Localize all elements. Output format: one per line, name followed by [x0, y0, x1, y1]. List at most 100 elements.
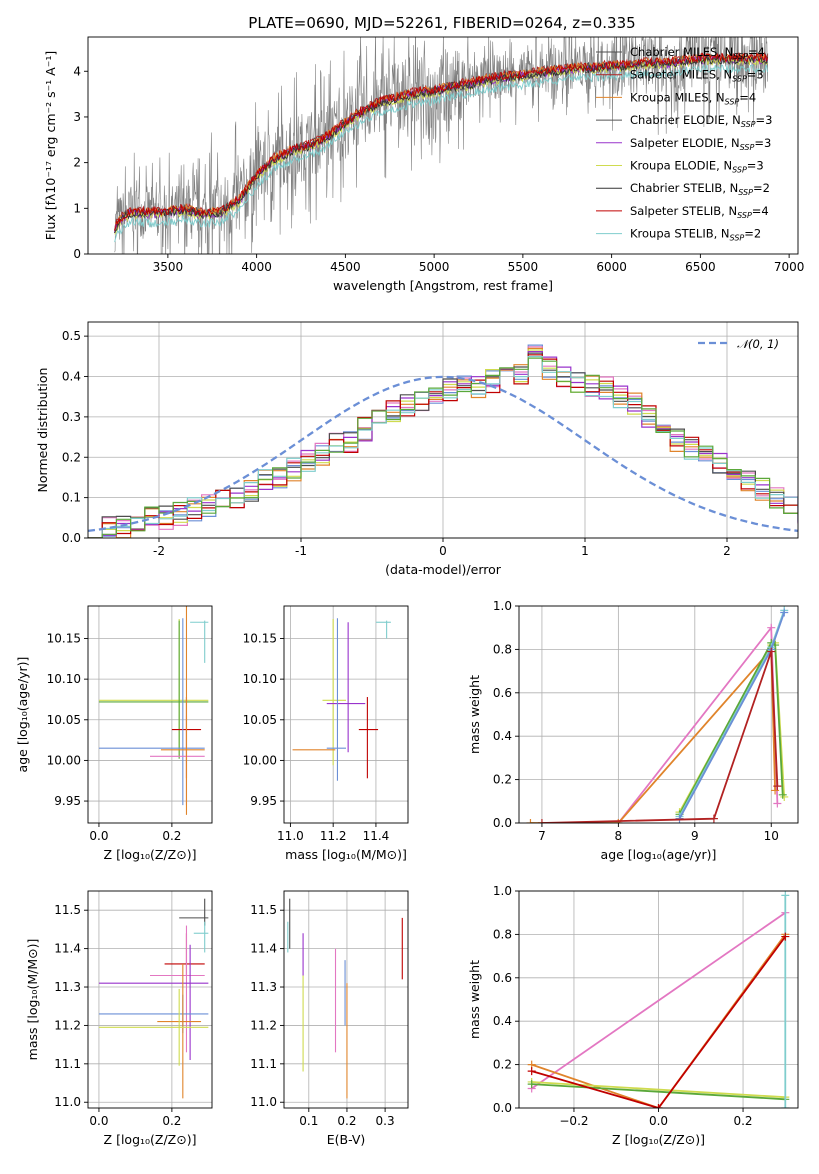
y-tick-label: 10.05 — [243, 713, 277, 727]
y-tick-label: 11.2 — [250, 1018, 277, 1032]
y-axis-label: mass weight — [467, 675, 482, 754]
x-axis-label: Z [log₁₀(Z/Z⊙)] — [104, 847, 197, 862]
legend-sub: SSP — [732, 166, 747, 175]
weight-marker — [781, 1104, 790, 1108]
x-tick-label: 6500 — [685, 260, 716, 274]
y-tick-label: 10.00 — [47, 753, 81, 767]
y-tick-label: 0.5 — [62, 329, 81, 343]
grid-lines — [284, 891, 408, 1108]
y-tick-label: 0.2 — [62, 450, 81, 464]
plot-area — [292, 618, 391, 781]
plot-area — [527, 891, 790, 1108]
x-tick-label: 1 — [581, 544, 589, 558]
legend-suffix: =3 — [756, 113, 773, 127]
tick-group: 11.0 11.2 11.4 9.95 10.00 10.05 10.10 10.15 — [243, 632, 390, 843]
x-tick-label: 4500 — [330, 260, 361, 274]
panel-mass-vs-Z: 0.0 0.2 11.0 11.1 11.2 11.3 11.4 11.5 Z [log₁₀(Z… — [25, 890, 213, 1147]
x-axis-label: (data-model)/error — [385, 562, 502, 577]
x-tick-label: 0.2 — [337, 1114, 356, 1128]
y-tick-label: 0.1 — [62, 491, 81, 505]
x-tick-label: 10 — [764, 829, 779, 843]
legend-suffix: =4 — [739, 90, 756, 104]
y-tick-label: 9.95 — [54, 794, 81, 808]
legend-sub: SSP — [732, 75, 747, 84]
grid-lines — [88, 606, 212, 823]
y-axis-label: mass weight — [467, 960, 482, 1039]
y-tick-label: 0.6 — [493, 971, 512, 985]
panel-spectrum: 3500 4000 4500 5000 5500 6000 6500 7000 0 1 2 3 4 wav… — [43, 36, 804, 293]
legend-prefix: Chabrier STELIB, N — [630, 181, 738, 195]
axes-frame — [87, 36, 799, 255]
x-tick-label: 5500 — [508, 260, 539, 274]
axes-frame — [283, 890, 409, 1109]
figure-title: PLATE=0690, MJD=52261, FIBERID=0264, z=0… — [248, 14, 635, 32]
legend-prefix: Salpeter ELODIE, N — [630, 136, 740, 150]
x-tick-label: 11.2 — [320, 829, 347, 843]
plot-area — [114, 37, 769, 254]
weight-marker — [526, 819, 535, 823]
y-tick-label: 0.0 — [493, 1101, 512, 1115]
x-tick-label: 8 — [615, 829, 623, 843]
histogram-series — [88, 355, 798, 538]
y-tick-label: 1.0 — [493, 599, 512, 613]
x-axis-label: mass [log₁₀(M/M⊙)] — [285, 847, 407, 862]
histogram-series — [88, 346, 798, 538]
y-tick-label: 11.1 — [54, 1057, 81, 1071]
panel-age-vs-Z: 0.0 0.2 9.95 10.00 10.05 10.10 10.15 Z [log₁₀(Z… — [15, 605, 213, 862]
weight-marker — [709, 814, 718, 823]
legend-suffix: =4 — [752, 204, 769, 218]
weight-marker — [767, 623, 776, 632]
axes-frame — [518, 605, 799, 824]
axes-frame — [87, 890, 213, 1109]
legend-sub: SSP — [737, 211, 752, 220]
y-tick-label: 11.4 — [250, 942, 277, 956]
legend-sub: SSP — [725, 97, 740, 106]
plot-area — [287, 898, 403, 1099]
histogram-series — [88, 347, 798, 538]
y-tick-label: 10.10 — [243, 672, 277, 686]
y-axis-label: age [log₁₀(age/yr)] — [15, 657, 30, 773]
weight-marker — [778, 790, 787, 799]
x-tick-label: 3500 — [153, 260, 184, 274]
y-tick-label: 11.1 — [250, 1057, 277, 1071]
weight-marker — [527, 1067, 536, 1076]
y-tick-label: 0.3 — [62, 410, 81, 424]
model-series-line — [114, 64, 768, 243]
legend-label: Kroupa ELODIE, NSSP=3 — [630, 159, 764, 175]
y-tick-label: 11.4 — [54, 942, 81, 956]
y-tick-label: 0 — [73, 247, 81, 261]
weight-marker — [771, 786, 780, 795]
y-tick-label: 0.0 — [62, 531, 81, 545]
y-tick-label: 9.95 — [250, 794, 277, 808]
y-tick-label: 0.2 — [493, 773, 512, 787]
x-tick-label: 7 — [538, 829, 546, 843]
legend-prefix: Chabrier ELODIE, N — [630, 113, 741, 127]
normal-curve — [88, 375, 798, 533]
y-tick-label: 11.5 — [250, 903, 277, 917]
legend-label: Salpeter MILES, NSSP=3 — [630, 68, 764, 84]
legend-sub: SSP — [741, 120, 756, 129]
x-tick-label: 0.0 — [649, 1114, 668, 1128]
x-tick-label: -1 — [295, 544, 307, 558]
panel-mass-weight-vs-Z: −0.2 0.0 0.2 0.0 0.2 0.4 0.6 0.8 1.0 Z [log₁₀(Z/Z… — [467, 884, 799, 1147]
x-axis-label: Z [log₁₀(Z/Z⊙)] — [104, 1132, 197, 1147]
y-tick-label: 11.3 — [250, 980, 277, 994]
y-tick-label: 11.3 — [54, 980, 81, 994]
legend-suffix: =3 — [747, 159, 764, 173]
legend-prefix: Chabrier MILES, N — [630, 45, 733, 59]
y-tick-label: 0.4 — [62, 370, 81, 384]
weight-series-line — [531, 1081, 786, 1099]
legend-sub: SSP — [740, 143, 755, 152]
y-tick-label: 0.0 — [493, 816, 512, 830]
legend-label: Salpeter STELIB, NSSP=4 — [630, 204, 769, 220]
y-tick-label: 0.2 — [493, 1058, 512, 1072]
x-tick-label: 0.1 — [299, 1114, 318, 1128]
x-tick-label: 2 — [723, 544, 731, 558]
panel-mass-weight-vs-age: 7 8 9 10 0.0 0.2 0.4 0.6 0.8 1.0 age [log₁₀(age/yr… — [467, 599, 799, 862]
legend-sub: SSP — [733, 52, 748, 61]
weight-marker — [773, 799, 782, 808]
x-tick-label: 0.3 — [376, 1114, 395, 1128]
y-tick-label: 3 — [73, 110, 81, 124]
y-axis-label: Flux [fλ10⁻¹⁷ erg cm⁻² s⁻¹ A⁻¹] — [43, 51, 58, 240]
histogram-series — [88, 357, 798, 538]
